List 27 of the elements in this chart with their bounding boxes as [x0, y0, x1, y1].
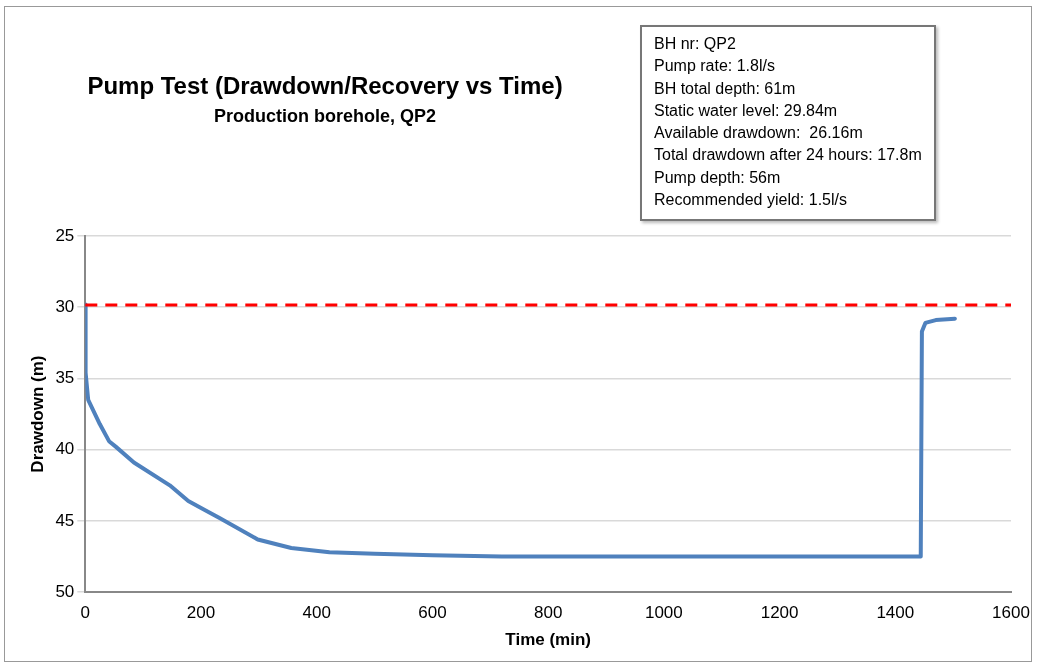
y-tick-label: 45 — [55, 510, 75, 530]
y-tick-label: 25 — [55, 225, 75, 245]
x-tick-label: 1600 — [992, 603, 1030, 623]
text: Total drawdown after 24 hours: 17.8m — [654, 145, 922, 166]
x-tick-label: 1400 — [876, 603, 915, 623]
y-tick-label: 35 — [55, 368, 75, 388]
x-axis-title: Time (min) — [505, 630, 591, 650]
chart-title: Pump Test (Drawdown/Recovery vs Time) — [86, 72, 564, 100]
x-tick-label: 0 — [80, 603, 91, 623]
x-tick-label: 800 — [533, 603, 563, 623]
text: Available drawdown: 26.16m — [654, 123, 864, 144]
y-tick-label: 50 — [55, 581, 75, 601]
y-axis-title: Drawdown (m) — [27, 355, 47, 473]
x-tick-label: 1000 — [644, 603, 683, 623]
y-tick-label: 30 — [55, 296, 75, 316]
x-tick-label: 600 — [418, 603, 447, 623]
x-tick-label: 200 — [186, 603, 216, 623]
x-tick-label: 1200 — [760, 603, 799, 623]
text: Recommended yield: 1.5l/s — [654, 190, 848, 211]
text: Pump rate: 1.8l/s — [654, 56, 776, 77]
chart-subtitle: Production borehole, QP2 — [213, 106, 437, 127]
y-tick-label: 40 — [55, 439, 75, 459]
text: BH total depth: 61m — [654, 78, 797, 99]
text: BH nr: QP2 — [654, 34, 737, 54]
text: Pump depth: 56m — [654, 167, 782, 188]
text: Static water level: 29.84m — [654, 100, 839, 121]
x-tick-label: 400 — [302, 603, 331, 623]
